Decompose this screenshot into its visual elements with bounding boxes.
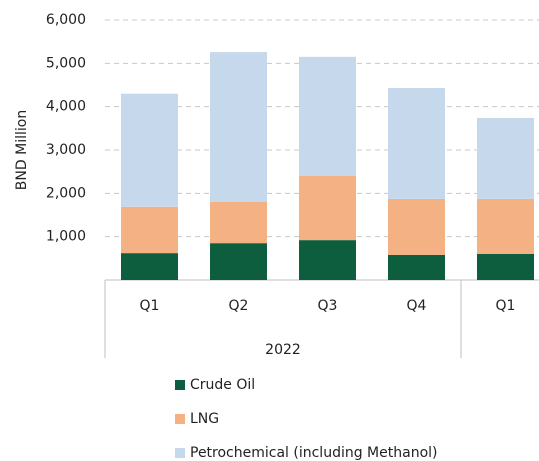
bar-segment — [388, 198, 445, 255]
bar-segment — [388, 254, 445, 280]
y-tick-label: 6,000 — [46, 12, 86, 28]
bar-segment — [121, 253, 178, 280]
bar-segment — [299, 176, 356, 241]
bar-segment — [210, 202, 267, 244]
x-tick-label: Q1 — [140, 298, 160, 314]
bar-segment — [299, 240, 356, 280]
legend-label: LNG — [190, 411, 219, 427]
legend-swatch — [175, 380, 185, 390]
bar-segment — [477, 198, 534, 254]
bar-segment — [477, 254, 534, 280]
legend-label: Petrochemical (including Methanol) — [190, 445, 437, 461]
bar-segment — [121, 206, 178, 254]
y-tick-label: 4,000 — [46, 99, 86, 115]
x-group-label: 2022 — [265, 342, 301, 358]
bar-segment — [210, 52, 267, 202]
bar-segment — [477, 117, 534, 199]
x-tick-label: Q3 — [318, 298, 338, 314]
y-tick-label: 2,000 — [46, 185, 86, 201]
bar-segment — [299, 56, 356, 177]
legend-swatch — [175, 448, 185, 458]
x-tick-label: Q4 — [407, 298, 427, 314]
y-tick-label: 5,000 — [46, 55, 86, 71]
legend-label: Crude Oil — [190, 377, 255, 393]
y-tick-label: 1,000 — [46, 229, 86, 245]
x-tick-label: Q2 — [229, 298, 249, 314]
y-tick-label: 3,000 — [46, 142, 86, 158]
legend-swatch — [175, 414, 185, 424]
y-axis-label: BND Million — [14, 110, 30, 190]
x-tick-label: Q1 — [496, 298, 516, 314]
bar-segment — [210, 243, 267, 280]
bar-segment — [388, 88, 445, 199]
bar-segment — [121, 93, 178, 207]
